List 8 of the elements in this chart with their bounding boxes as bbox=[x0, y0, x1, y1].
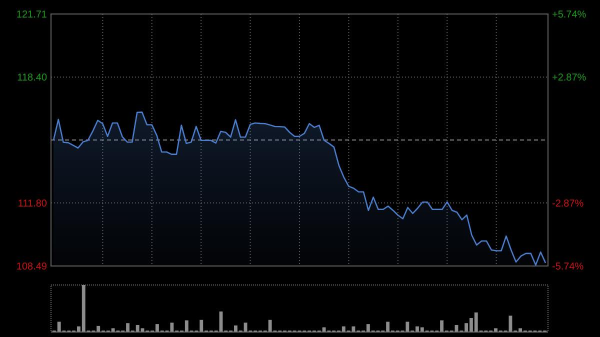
y-tick-label: 108.49 bbox=[16, 262, 48, 272]
y2-tick-label: +5.74% bbox=[552, 10, 586, 20]
y-tick-label: 111.80 bbox=[18, 198, 48, 210]
y2-tick-label: -2.87% bbox=[552, 198, 584, 210]
y-tick-label: 118.40 bbox=[17, 72, 48, 84]
y2-tick-label: -5.74% bbox=[552, 262, 584, 272]
y-tick-label: 121.71 bbox=[16, 10, 48, 20]
y2-tick-label: +2.87% bbox=[552, 72, 586, 84]
